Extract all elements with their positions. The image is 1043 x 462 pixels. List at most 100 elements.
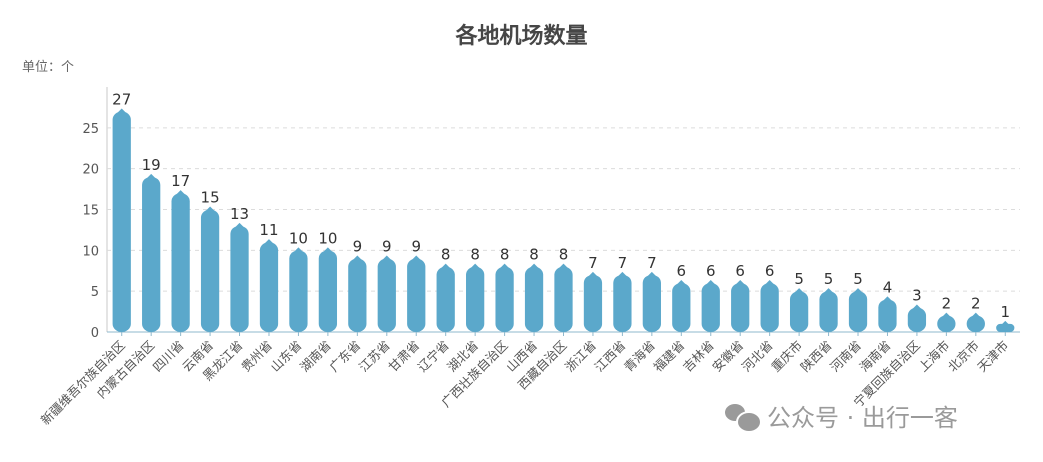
x-tick-label: 安徽省 xyxy=(709,338,746,375)
bar-tip xyxy=(588,271,597,276)
bar xyxy=(230,225,249,332)
bar-tip xyxy=(294,247,303,252)
data-label: 5 xyxy=(824,270,834,288)
data-label: 8 xyxy=(470,246,480,264)
y-tick-label: 15 xyxy=(82,204,99,219)
data-label: 27 xyxy=(112,91,131,109)
data-label: 11 xyxy=(259,221,278,239)
bar xyxy=(789,291,809,332)
bar xyxy=(259,242,279,332)
data-label: 9 xyxy=(411,238,421,256)
bar-tip xyxy=(1001,320,1010,325)
bar-tip xyxy=(353,255,362,260)
data-label: 8 xyxy=(529,246,539,264)
data-label: 13 xyxy=(230,205,249,223)
bar-tip xyxy=(942,312,951,317)
bar xyxy=(200,209,220,332)
watermark-text: 公众号 · 出行一客 xyxy=(767,404,958,432)
x-tick-label: 山东省 xyxy=(267,338,304,375)
x-tick-label: 四川省 xyxy=(150,338,187,375)
x-tick-label: 福建省 xyxy=(650,338,687,375)
x-tick-label: 吉林省 xyxy=(680,338,717,375)
y-tick-label: 5 xyxy=(91,285,99,300)
x-tick-label: 广东省 xyxy=(326,338,363,375)
bar xyxy=(819,291,838,332)
bar xyxy=(142,176,161,332)
bar xyxy=(407,258,426,332)
bar-tip xyxy=(412,255,421,260)
data-label: 15 xyxy=(201,189,220,207)
bar-tip xyxy=(206,206,215,211)
bar xyxy=(672,283,691,332)
bar-tip xyxy=(647,271,656,276)
bar xyxy=(583,274,603,332)
data-label: 6 xyxy=(677,262,687,280)
bar-tip xyxy=(883,296,892,301)
data-label: 9 xyxy=(353,238,363,256)
bar xyxy=(377,258,396,332)
x-tick-label: 河北省 xyxy=(739,338,776,375)
x-tick-label: 甘肃省 xyxy=(385,338,422,375)
data-label: 9 xyxy=(382,238,392,256)
data-label: 8 xyxy=(500,246,510,264)
data-label: 7 xyxy=(647,254,657,272)
x-tick-label: 天津市 xyxy=(974,338,1011,375)
bar-tip xyxy=(235,222,244,227)
data-label: 6 xyxy=(735,262,745,280)
x-tick-label: 江苏省 xyxy=(356,338,393,375)
bar-tip xyxy=(500,263,509,268)
y-tick-label: 10 xyxy=(82,244,99,259)
bar-tip xyxy=(323,247,332,252)
data-label: 10 xyxy=(289,229,308,247)
data-label: 6 xyxy=(765,262,775,280)
bar-tip xyxy=(795,288,804,293)
bar xyxy=(289,250,308,332)
bar-tip xyxy=(441,263,450,268)
bar-tip xyxy=(382,255,391,260)
y-tick-label: 25 xyxy=(82,122,99,137)
x-tick-label: 重庆市 xyxy=(768,338,805,375)
data-label: 17 xyxy=(171,172,190,190)
x-tick-label: 上海市 xyxy=(915,338,952,375)
x-tick-label: 浙江省 xyxy=(562,338,599,375)
bar xyxy=(966,315,985,332)
bar xyxy=(554,266,573,332)
chart-title: 各地机场数量 xyxy=(455,24,588,49)
bar-tip xyxy=(471,263,480,268)
data-label: 4 xyxy=(883,278,893,296)
watermark: 公众号 · 出行一客 xyxy=(725,398,958,433)
bar-tip xyxy=(176,190,185,195)
bar-tip xyxy=(264,239,273,244)
data-label: 10 xyxy=(318,229,337,247)
bar xyxy=(937,315,956,332)
bar xyxy=(495,266,514,332)
data-label: 1 xyxy=(1001,303,1011,321)
bar xyxy=(466,266,485,332)
y-tick-label: 0 xyxy=(91,326,99,341)
bar-tip xyxy=(677,280,686,284)
x-tick-label: 湖南省 xyxy=(297,338,334,375)
data-label: 7 xyxy=(588,254,598,272)
data-label: 2 xyxy=(942,295,952,313)
data-label: 5 xyxy=(794,270,804,288)
bar-tip xyxy=(736,280,745,284)
bar-tip xyxy=(559,263,568,268)
data-label: 6 xyxy=(706,262,716,280)
bar xyxy=(436,266,455,332)
unit-label: 单位：个 xyxy=(22,60,75,75)
bar xyxy=(112,111,131,332)
x-tick-label: 江西省 xyxy=(591,338,628,375)
bar xyxy=(878,299,897,332)
bar xyxy=(318,250,338,332)
bar xyxy=(701,283,720,332)
data-label: 5 xyxy=(853,270,863,288)
bar xyxy=(613,274,632,332)
y-tick-label: 20 xyxy=(82,163,99,178)
bar-tip xyxy=(971,312,980,317)
bar-tip xyxy=(147,173,156,178)
bar-tip xyxy=(706,280,715,284)
bar-tip xyxy=(854,288,863,293)
bar xyxy=(760,283,779,332)
bar-tip xyxy=(618,271,627,276)
